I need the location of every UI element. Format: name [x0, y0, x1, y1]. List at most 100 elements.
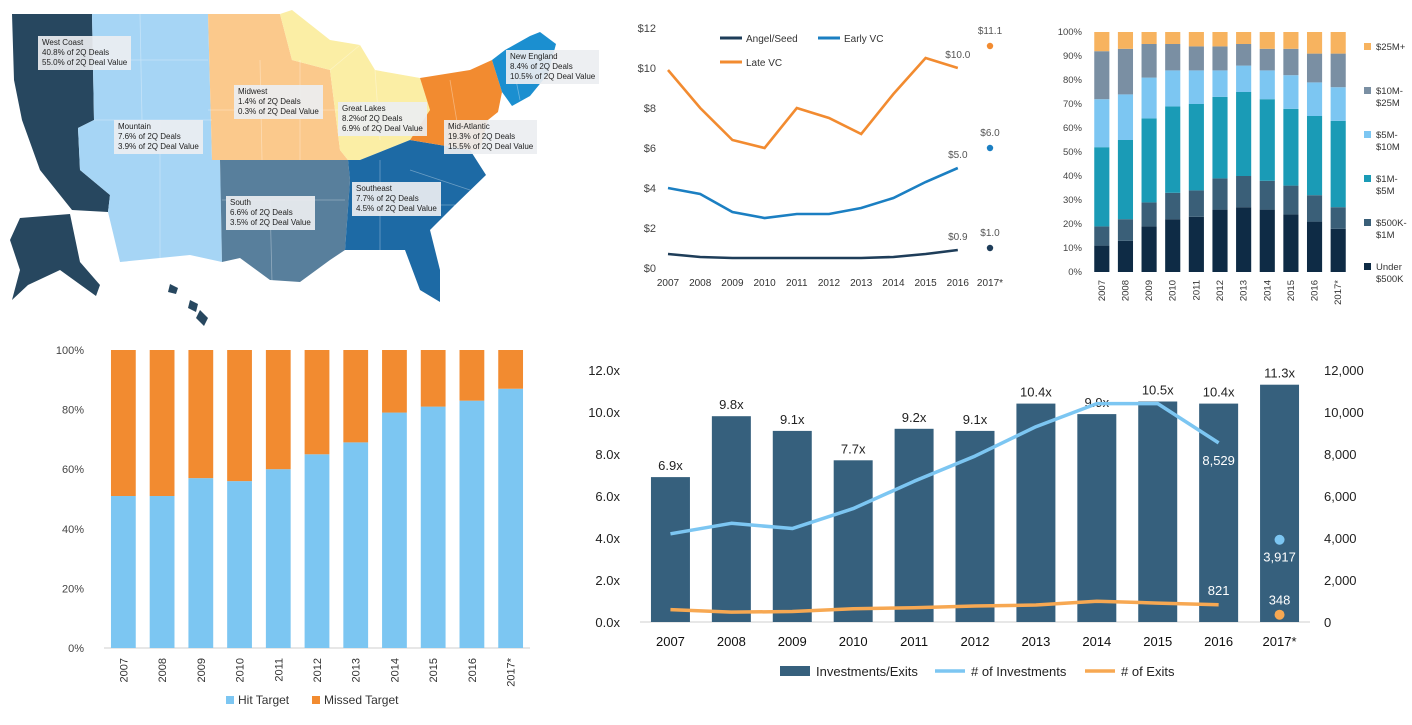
- legend-label: Early VC: [844, 34, 883, 45]
- x-tick-label: 2014: [1082, 634, 1111, 649]
- x-tick-label: 2017*: [1263, 634, 1297, 649]
- legend-label: Hit Target: [238, 693, 290, 707]
- hit-target-chart: 0% 20% 40% 60% 80% 100% 2007 2008 2009 2010 2011 20…: [40, 335, 540, 720]
- legend-swatch: [1364, 175, 1371, 182]
- legend-swatch: [1364, 219, 1371, 226]
- bar-segment: [149, 350, 175, 497]
- legend-label: $25M+: [1376, 42, 1406, 53]
- y-left-tick-label: 0.0x: [595, 615, 620, 630]
- y-tick-label: 90%: [1063, 51, 1083, 62]
- y-tick-label: $6: [644, 143, 656, 155]
- region-value: 3.5% of 2Q Deal Value: [230, 218, 311, 227]
- legend-label: Late VC: [746, 58, 782, 69]
- bar-segment: [1212, 32, 1228, 47]
- bar-value-label: 10.4x: [1020, 385, 1052, 400]
- region-value: 4.5% of 2Q Deal Value: [356, 204, 437, 213]
- y-right-tick-label: 8,000: [1324, 447, 1357, 462]
- x-tick-label: 2009: [778, 634, 807, 649]
- point-2017: [986, 144, 994, 152]
- x-tick-label: 2016: [1204, 634, 1233, 649]
- x-tick-label: 2008: [717, 634, 746, 649]
- y-tick-label: 20%: [62, 583, 84, 595]
- bar-segment: [1330, 207, 1346, 229]
- bar-segment: [1094, 147, 1110, 227]
- bar-segment: [1165, 70, 1181, 107]
- x-tick-label: 2014: [389, 658, 401, 682]
- bar-segment: [1259, 48, 1275, 71]
- x-tick-label: 2008: [1120, 280, 1131, 301]
- x-tick-label: 2016: [1310, 280, 1321, 301]
- x-tick-label: 2014: [882, 278, 905, 289]
- end-value-label: $0.9: [948, 232, 968, 243]
- bar-segment: [1236, 92, 1252, 176]
- region-label-midwest: Midwest 1.4% of 2Q Deals 0.3% of 2Q Deal…: [234, 85, 323, 119]
- bar-segment: [1259, 32, 1275, 49]
- legend-label: $1M-: [1376, 174, 1398, 185]
- bar-segment: [1259, 70, 1275, 100]
- x-tick-label: 2016: [947, 278, 970, 289]
- region-name: Southeast: [356, 184, 393, 193]
- bar-segment: [498, 388, 524, 648]
- x-tick-label: 2014: [1262, 280, 1273, 301]
- bar-value-label: 7.7x: [841, 441, 866, 456]
- region-deals: 40.8% of 2Q Deals: [42, 48, 110, 57]
- series-line-angel-seed: [667, 248, 958, 260]
- bar-segment: [1306, 53, 1323, 83]
- bar-segment: [1212, 70, 1228, 97]
- region-name: Mountain: [118, 122, 151, 131]
- legend-swatch: [1364, 263, 1371, 270]
- region-value: 0.3% of 2Q Deal Value: [238, 107, 319, 116]
- y-tick-label: 0%: [68, 643, 84, 655]
- bar-segment: [1141, 118, 1157, 203]
- region-label-great-lakes: Great Lakes 8.2%of 2Q Deals 6.9% of 2Q D…: [338, 102, 427, 136]
- bar-segment: [1094, 226, 1110, 246]
- bar-segment: [459, 400, 485, 648]
- x-tick-label: 2009: [721, 278, 744, 289]
- region-deals: 7.7% of 2Q Deals: [356, 194, 419, 203]
- bar-segment: [1188, 104, 1204, 191]
- y-left-tick-label: 10.0x: [588, 405, 620, 420]
- point-2017-label: $1.0: [980, 228, 1000, 239]
- y-tick-label: 40%: [62, 524, 84, 536]
- bar-segment: [1330, 228, 1346, 272]
- deal-size-line-chart: $0 $2 $4 $6 $8 $10 $12 2007 2008 2009 2010 2011 2012…: [620, 10, 1030, 310]
- x-tick-label: 2011: [786, 278, 808, 289]
- deal-size-distribution-chart: 0% 10% 20% 30% 40% 50% 60% 70% 80% 90% 100% 2007 200…: [1040, 10, 1412, 320]
- y-tick-label: 30%: [1063, 195, 1083, 206]
- x-tick-label: 2012: [312, 658, 324, 682]
- y-tick-label: 0%: [1068, 267, 1082, 278]
- legend-swatch: [312, 696, 320, 704]
- region-name: Mid-Atlantic: [448, 122, 490, 131]
- end-value-label: $5.0: [948, 150, 968, 161]
- legend-swatch: [1364, 131, 1371, 138]
- y-right-tick-label: 10,000: [1324, 405, 1364, 420]
- region-deals: 6.6% of 2Q Deals: [230, 208, 293, 217]
- point-2017: [1274, 534, 1285, 545]
- bar: [1138, 401, 1178, 622]
- bar-segment: [1236, 176, 1252, 208]
- y-tick-label: 60%: [62, 464, 84, 476]
- x-tick-label: 2007: [657, 278, 680, 289]
- bar-segment: [1117, 240, 1134, 272]
- bar-segment: [1306, 32, 1323, 54]
- bar-value-label: 9.1x: [963, 412, 988, 427]
- bar-segment: [1283, 214, 1299, 272]
- bar-segment: [1283, 108, 1299, 186]
- y-tick-label: 100%: [1058, 27, 1083, 38]
- bar-segment: [304, 454, 330, 648]
- region-label-south: South 6.6% of 2Q Deals 3.5% of 2Q Deal V…: [226, 196, 315, 230]
- x-tick-label: 2009: [196, 658, 208, 682]
- bar-segment: [1188, 32, 1204, 47]
- bar-segment: [343, 350, 369, 443]
- y-tick-label: 80%: [62, 405, 84, 417]
- bar-segment: [1094, 245, 1110, 272]
- bar-value-label: 10.4x: [1203, 385, 1235, 400]
- bar-segment: [1306, 195, 1323, 222]
- x-tick-label: 2010: [753, 278, 776, 289]
- bar: [1077, 414, 1117, 622]
- bar-segment: [1259, 180, 1275, 210]
- x-tick-label: 2015: [428, 658, 440, 682]
- legend-label: $500K: [1376, 274, 1404, 285]
- point-2017: [986, 244, 994, 252]
- region-label-southeast: Southeast 7.7% of 2Q Deals 4.5% of 2Q De…: [352, 182, 441, 216]
